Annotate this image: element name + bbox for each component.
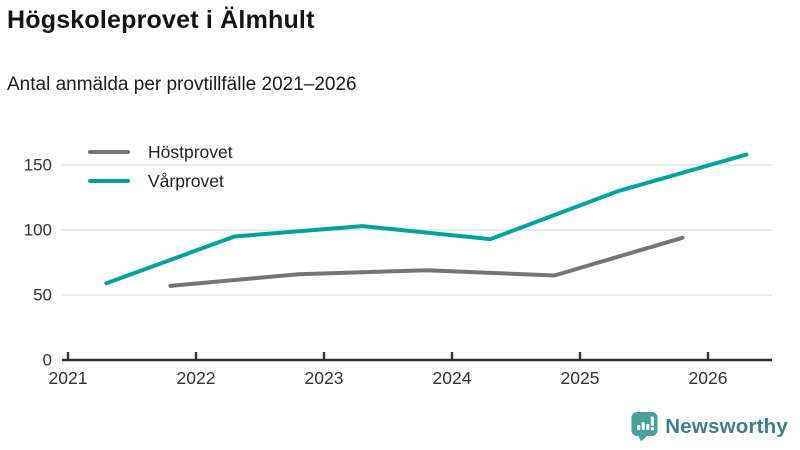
y-tick-label-0: 0	[43, 351, 52, 370]
series-line-höstprovet	[168, 235, 685, 288]
x-tick-label-2022: 2022	[177, 368, 216, 388]
legend-swatch	[88, 179, 130, 183]
legend-item-höstprovet: Höstprovet	[88, 140, 237, 164]
chart-header: Högskoleprovet i Älmhult Antal anmälda p…	[7, 6, 787, 95]
exclamation-glyph	[651, 416, 655, 426]
y-tick-label-100: 100	[24, 221, 52, 240]
x-tick-label-2021: 2021	[49, 368, 88, 388]
series-line-vårprovet	[104, 152, 749, 286]
chart-subtitle: Antal anmälda per provtillfälle 2021–202…	[7, 74, 357, 95]
y-tick-label-150: 150	[24, 156, 52, 175]
chart-legend: Höstprovet Vårprovet	[88, 140, 237, 193]
legend-item-vårprovet: Vårprovet	[88, 169, 237, 193]
legend-label: Vårprovet	[144, 169, 228, 193]
newsworthy-branding: Newsworthy	[631, 411, 788, 442]
legend-label: Höstprovet	[144, 140, 237, 164]
x-tick-label-2026: 2026	[689, 368, 728, 388]
x-tick-label-2023: 2023	[305, 368, 344, 388]
newsworthy-logo-text: Newsworthy	[665, 414, 788, 438]
bar-chart-glyph	[637, 425, 641, 430]
chart-title: Högskoleprovet i Älmhult	[7, 6, 315, 34]
x-tick-label-2024: 2024	[433, 368, 472, 388]
x-tick-label-2025: 2025	[561, 368, 600, 388]
newsworthy-logo-icon	[631, 412, 658, 442]
legend-swatch	[88, 150, 130, 154]
y-tick-label-50: 50	[33, 286, 52, 305]
